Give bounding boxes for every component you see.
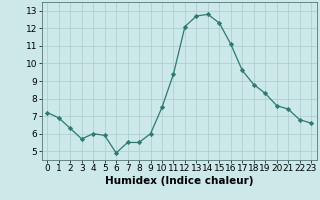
X-axis label: Humidex (Indice chaleur): Humidex (Indice chaleur) (105, 176, 253, 186)
